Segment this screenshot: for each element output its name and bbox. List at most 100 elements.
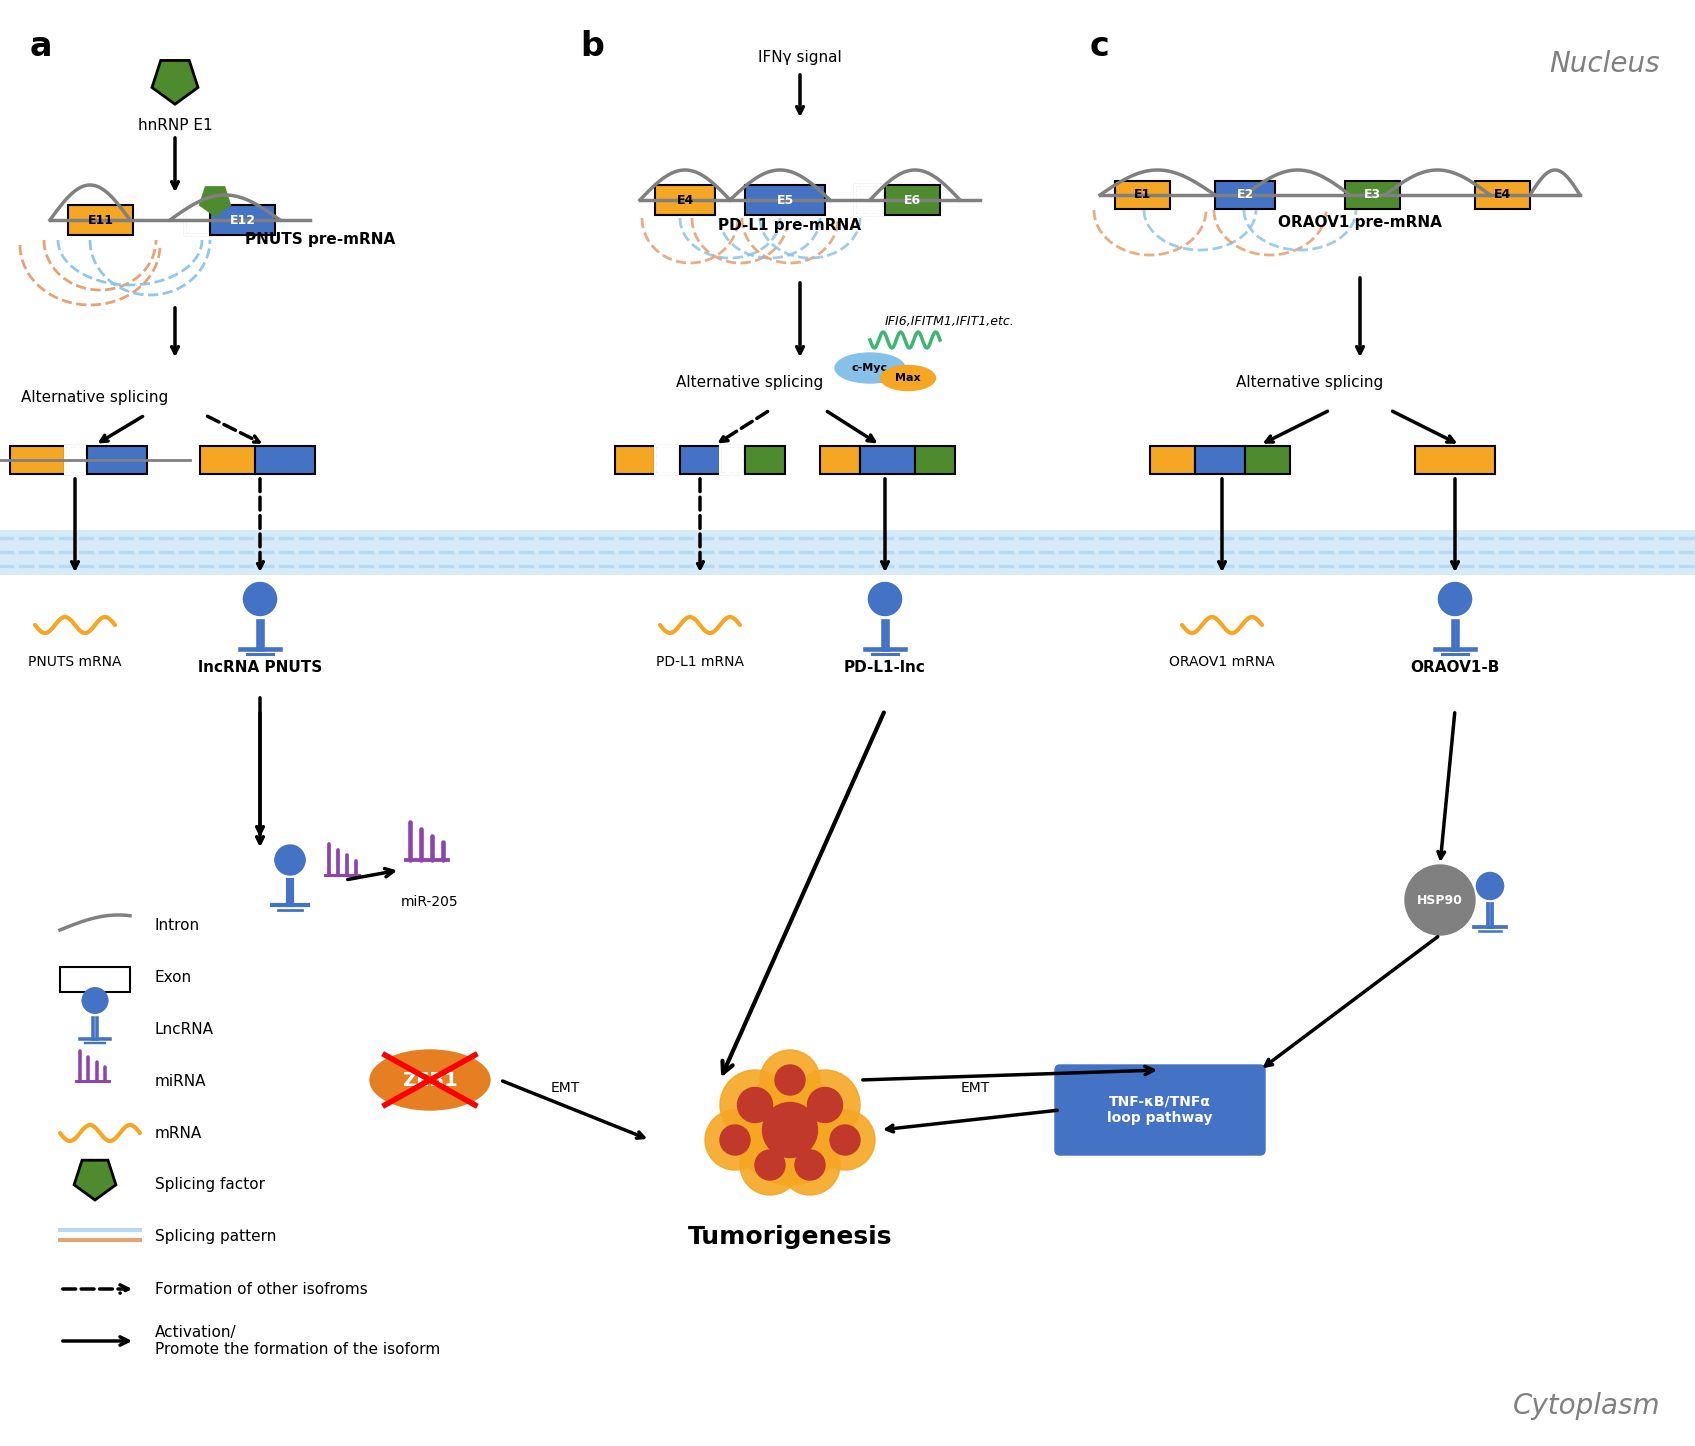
Text: Max: Max	[895, 373, 920, 383]
Text: c-Myc: c-Myc	[853, 363, 888, 373]
Circle shape	[720, 1125, 749, 1155]
Text: c: c	[1090, 30, 1110, 64]
Text: Exon: Exon	[154, 969, 192, 985]
Text: Cytoplasm: Cytoplasm	[1512, 1392, 1659, 1420]
Text: PNUTS mRNA: PNUTS mRNA	[29, 655, 122, 669]
Text: E4: E4	[1493, 188, 1512, 201]
Circle shape	[780, 1135, 841, 1194]
Polygon shape	[83, 988, 108, 1014]
Text: Nucleus: Nucleus	[1549, 51, 1659, 78]
FancyBboxPatch shape	[615, 445, 654, 474]
Polygon shape	[153, 61, 198, 104]
Polygon shape	[1439, 583, 1471, 616]
Text: E2: E2	[1236, 188, 1254, 201]
Text: E11: E11	[88, 214, 114, 227]
Polygon shape	[244, 583, 276, 616]
Text: IFNγ signal: IFNγ signal	[758, 51, 842, 65]
Text: b: b	[580, 30, 603, 64]
FancyBboxPatch shape	[1246, 445, 1290, 474]
Text: ZEB1: ZEB1	[402, 1070, 458, 1089]
FancyBboxPatch shape	[210, 205, 275, 236]
Circle shape	[754, 1150, 785, 1180]
Text: E12: E12	[229, 214, 256, 227]
FancyBboxPatch shape	[885, 185, 941, 215]
Circle shape	[790, 1070, 859, 1139]
Text: Activation/
Promote the formation of the isoform: Activation/ Promote the formation of the…	[154, 1325, 441, 1358]
Text: mRNA: mRNA	[154, 1125, 202, 1141]
Text: E5: E5	[776, 194, 793, 207]
Ellipse shape	[275, 850, 305, 870]
Text: EMT: EMT	[961, 1082, 990, 1095]
Circle shape	[741, 1135, 800, 1194]
FancyBboxPatch shape	[820, 445, 859, 474]
Text: a: a	[31, 30, 53, 64]
Text: ORAOV1-B: ORAOV1-B	[1410, 659, 1500, 675]
Ellipse shape	[836, 353, 905, 383]
Circle shape	[775, 1066, 805, 1095]
FancyBboxPatch shape	[185, 205, 210, 236]
Text: Alternative splicing: Alternative splicing	[1236, 375, 1383, 390]
Ellipse shape	[244, 589, 276, 610]
Text: miR-205: miR-205	[402, 895, 459, 910]
FancyBboxPatch shape	[1475, 181, 1531, 210]
Text: Alternative splicing: Alternative splicing	[22, 390, 168, 405]
Circle shape	[795, 1150, 825, 1180]
Circle shape	[736, 1074, 846, 1186]
Text: E3: E3	[1364, 188, 1381, 201]
Text: EMT: EMT	[551, 1082, 580, 1095]
Text: E1: E1	[1134, 188, 1151, 201]
FancyBboxPatch shape	[654, 445, 680, 474]
FancyBboxPatch shape	[200, 445, 254, 474]
Text: Splicing factor: Splicing factor	[154, 1177, 264, 1193]
FancyBboxPatch shape	[64, 445, 86, 474]
FancyBboxPatch shape	[746, 185, 825, 215]
Text: TNF-κB/TNFα
loop pathway: TNF-κB/TNFα loop pathway	[1107, 1095, 1212, 1125]
Text: hnRNP E1: hnRNP E1	[137, 119, 212, 133]
FancyBboxPatch shape	[254, 445, 315, 474]
Circle shape	[759, 1050, 820, 1111]
Polygon shape	[275, 844, 305, 875]
FancyBboxPatch shape	[1149, 445, 1195, 474]
FancyBboxPatch shape	[1054, 1066, 1264, 1155]
FancyBboxPatch shape	[59, 967, 131, 992]
Text: Splicing pattern: Splicing pattern	[154, 1229, 276, 1245]
Text: IFI6,IFITM1,IFIT1,etc.: IFI6,IFITM1,IFIT1,etc.	[885, 315, 1015, 328]
FancyBboxPatch shape	[1215, 181, 1275, 210]
Circle shape	[1405, 865, 1475, 936]
Text: Tumorigenesis: Tumorigenesis	[688, 1225, 892, 1249]
Text: Intron: Intron	[154, 918, 200, 933]
Circle shape	[720, 1070, 790, 1139]
FancyBboxPatch shape	[86, 445, 147, 474]
Text: miRNA: miRNA	[154, 1073, 207, 1089]
FancyBboxPatch shape	[1415, 445, 1495, 474]
FancyBboxPatch shape	[1195, 445, 1246, 474]
FancyBboxPatch shape	[654, 185, 715, 215]
Circle shape	[807, 1087, 842, 1122]
Text: PD-L1-lnc: PD-L1-lnc	[844, 659, 925, 675]
Polygon shape	[75, 1160, 115, 1200]
Text: ORAOV1 pre-mRNA: ORAOV1 pre-mRNA	[1278, 215, 1442, 230]
FancyBboxPatch shape	[68, 205, 132, 236]
Circle shape	[763, 1102, 817, 1157]
Ellipse shape	[1476, 878, 1503, 895]
FancyBboxPatch shape	[0, 531, 1695, 576]
FancyBboxPatch shape	[10, 445, 64, 474]
Text: HSP90: HSP90	[1417, 894, 1463, 907]
Text: E4: E4	[676, 194, 693, 207]
Circle shape	[815, 1111, 875, 1170]
Text: Alternative splicing: Alternative splicing	[676, 375, 824, 390]
Circle shape	[737, 1087, 773, 1122]
Ellipse shape	[370, 1050, 490, 1111]
FancyBboxPatch shape	[859, 445, 915, 474]
FancyBboxPatch shape	[720, 445, 746, 474]
Text: lncRNA PNUTS: lncRNA PNUTS	[198, 659, 322, 675]
Text: E6: E6	[903, 194, 920, 207]
Polygon shape	[868, 583, 902, 616]
Text: PD-L1 mRNA: PD-L1 mRNA	[656, 655, 744, 669]
Ellipse shape	[868, 589, 902, 610]
FancyBboxPatch shape	[746, 445, 785, 474]
Ellipse shape	[1439, 589, 1471, 610]
Ellipse shape	[83, 992, 108, 1009]
Text: ORAOV1 mRNA: ORAOV1 mRNA	[1170, 655, 1275, 669]
Circle shape	[831, 1125, 859, 1155]
